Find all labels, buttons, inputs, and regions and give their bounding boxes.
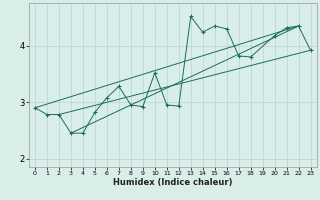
X-axis label: Humidex (Indice chaleur): Humidex (Indice chaleur)	[113, 178, 233, 187]
